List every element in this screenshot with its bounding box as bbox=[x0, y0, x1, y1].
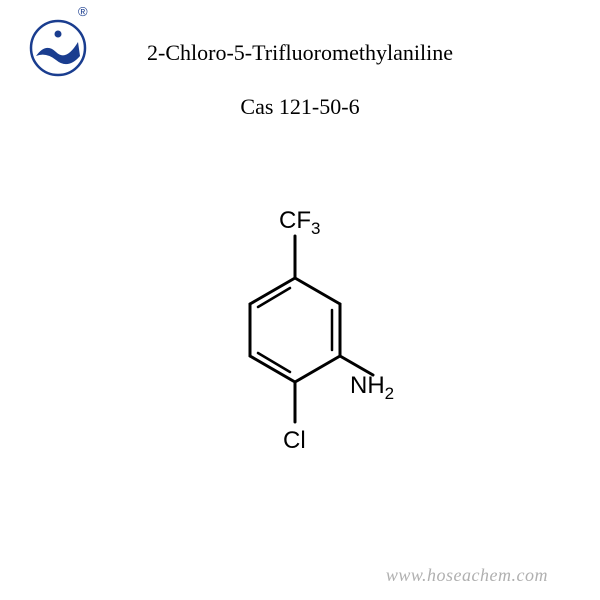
watermark-url: www.hoseachem.com bbox=[386, 565, 548, 586]
nh2-label: NH2 bbox=[350, 372, 394, 403]
cl-label: Cl bbox=[283, 427, 306, 454]
chemical-structure: CF3 NH2 Cl bbox=[205, 200, 405, 450]
cf3-label: CF3 bbox=[279, 207, 320, 238]
structure-svg: CF3 NH2 Cl bbox=[205, 200, 415, 460]
registered-trademark: ® bbox=[78, 4, 88, 19]
compound-name: 2-Chloro-5-Trifluoromethylaniline bbox=[0, 40, 600, 66]
cas-number: Cas 121-50-6 bbox=[0, 94, 600, 120]
